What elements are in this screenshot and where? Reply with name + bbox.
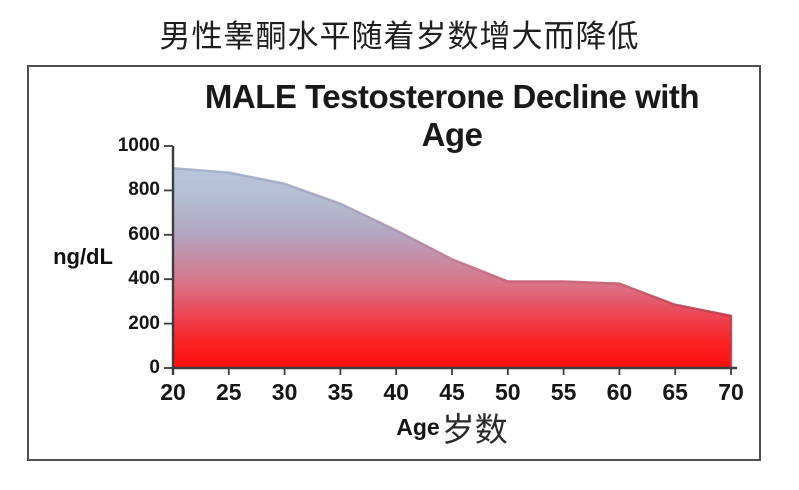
- x-tick-label: 30: [271, 379, 298, 405]
- x-axis-title-en: Age: [396, 413, 440, 440]
- x-tick-label: 40: [383, 379, 409, 405]
- x-tick-label: 70: [718, 379, 744, 405]
- chart-title: MALE Testosterone Decline with Age: [204, 78, 700, 153]
- x-tick-label: 55: [550, 379, 577, 405]
- x-tick-label: 35: [327, 379, 354, 405]
- x-axis-title: Age 岁数: [173, 406, 731, 448]
- x-tick-label: 65: [662, 379, 688, 405]
- y-axis-title: ng/dL: [53, 244, 113, 269]
- page-title: 男性睾酮水平随着岁数增大而降低: [159, 19, 640, 54]
- y-tick-label: 400: [128, 268, 160, 290]
- x-tick-label: 20: [160, 379, 186, 405]
- y-tick-label: 0: [149, 357, 160, 378]
- x-tick-label: 25: [216, 379, 242, 405]
- x-tick-label: 60: [606, 379, 633, 405]
- y-tick-label: 600: [128, 223, 160, 245]
- y-tick-label: 200: [128, 312, 160, 334]
- x-axis-title-zh: 岁数: [441, 411, 508, 448]
- x-tick-label: 50: [495, 379, 521, 405]
- x-tick-label: 45: [439, 379, 465, 405]
- y-tick-label: 1000: [117, 135, 160, 156]
- y-tick-label: 800: [128, 179, 160, 201]
